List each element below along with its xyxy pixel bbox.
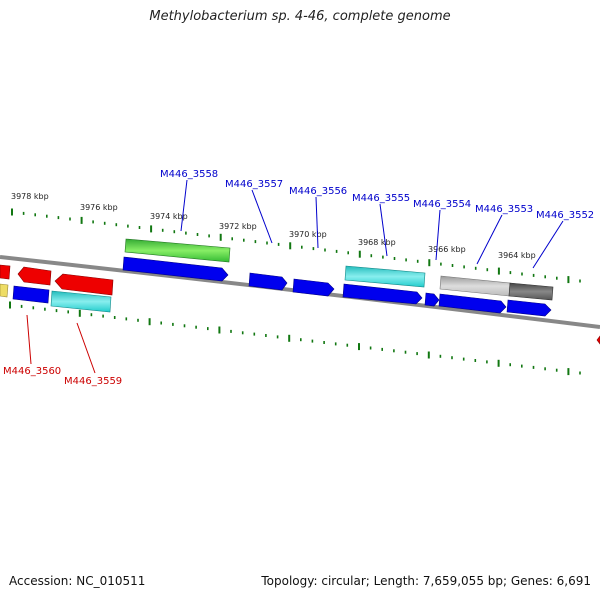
leader-m446-3555: [379, 203, 388, 257]
kbp-label-3968: 3968 kbp: [358, 238, 396, 247]
gene-m446-3559-arrow[interactable]: [54, 273, 114, 296]
gene-red-reverse-arrow-1[interactable]: [0, 264, 11, 280]
gene-label-m446-3559[interactable]: M446_3559: [64, 376, 122, 387]
gene-yellow-fragment[interactable]: [0, 283, 9, 298]
outer-tick-track: [11, 208, 581, 284]
kbp-label-3970: 3970 kbp: [289, 230, 327, 239]
gene-label-m446-3552[interactable]: M446_3552: [536, 210, 594, 221]
gene-m446-3558-arrow[interactable]: [124, 238, 231, 263]
gene-blue-forward-arrow[interactable]: [122, 256, 229, 282]
gene-m446-3557-arrow[interactable]: [248, 272, 288, 291]
leader-m446-3560: [26, 314, 32, 365]
gene-m446-3552-arrow[interactable]: [506, 299, 552, 317]
gene-label-m446-3556[interactable]: M446_3556: [289, 186, 347, 197]
gene-label-m446-3558[interactable]: M446_3558: [160, 169, 218, 180]
gene-red-edge-fragment[interactable]: [596, 335, 600, 345]
kbp-label-3978: 3978 kbp: [11, 192, 49, 201]
gene-dark-gray-arrow[interactable]: [508, 282, 554, 301]
gene-m446-3553-arrow[interactable]: [439, 275, 511, 297]
gene-m446-3556-arrow[interactable]: [292, 278, 335, 297]
leader-m446-3552: [532, 220, 564, 269]
inner-tick-track: [9, 301, 581, 376]
kbp-label-3974: 3974 kbp: [150, 212, 188, 221]
kbp-label-3976: 3976 kbp: [80, 203, 118, 212]
kbp-label-3966: 3966 kbp: [428, 245, 466, 254]
gene-label-m446-3560[interactable]: M446_3560: [3, 366, 61, 377]
topology-text: Topology: circular; Length: 7,659,055 bp…: [261, 574, 591, 588]
kbp-label-3972: 3972 kbp: [219, 222, 257, 231]
leader-m446-3556: [315, 196, 319, 249]
leader-m446-3553: [476, 214, 503, 265]
gene-label-m446-3555[interactable]: M446_3555: [352, 193, 410, 204]
leader-m446-3554: [435, 209, 441, 261]
leader-m446-3558: [180, 179, 188, 232]
gene-label-m446-3554[interactable]: M446_3554: [413, 199, 471, 210]
gene-label-m446-3553[interactable]: M446_3553: [475, 204, 533, 215]
gene-cyan-reverse-arrow[interactable]: [50, 290, 112, 313]
gene-label-m446-3557[interactable]: M446_3557: [225, 179, 283, 190]
gene-blue-forward-arrow-3[interactable]: [438, 293, 507, 314]
gene-m446-3554-arrow[interactable]: [424, 292, 440, 307]
kbp-label-3964: 3964 kbp: [498, 251, 536, 260]
gene-red-reverse-arrow-2[interactable]: [17, 266, 52, 286]
gene-m446-3555-arrow[interactable]: [344, 265, 426, 288]
gene-m446-3560-arrow[interactable]: [12, 285, 50, 304]
accession-text: Accession: NC_010511: [9, 574, 146, 588]
figure-title: Methylobacterium sp. 4-46, complete geno…: [149, 9, 451, 24]
leader-m446-3557: [251, 189, 273, 244]
leader-m446-3559: [76, 322, 96, 374]
gene-blue-forward-arrow-2[interactable]: [342, 283, 423, 305]
